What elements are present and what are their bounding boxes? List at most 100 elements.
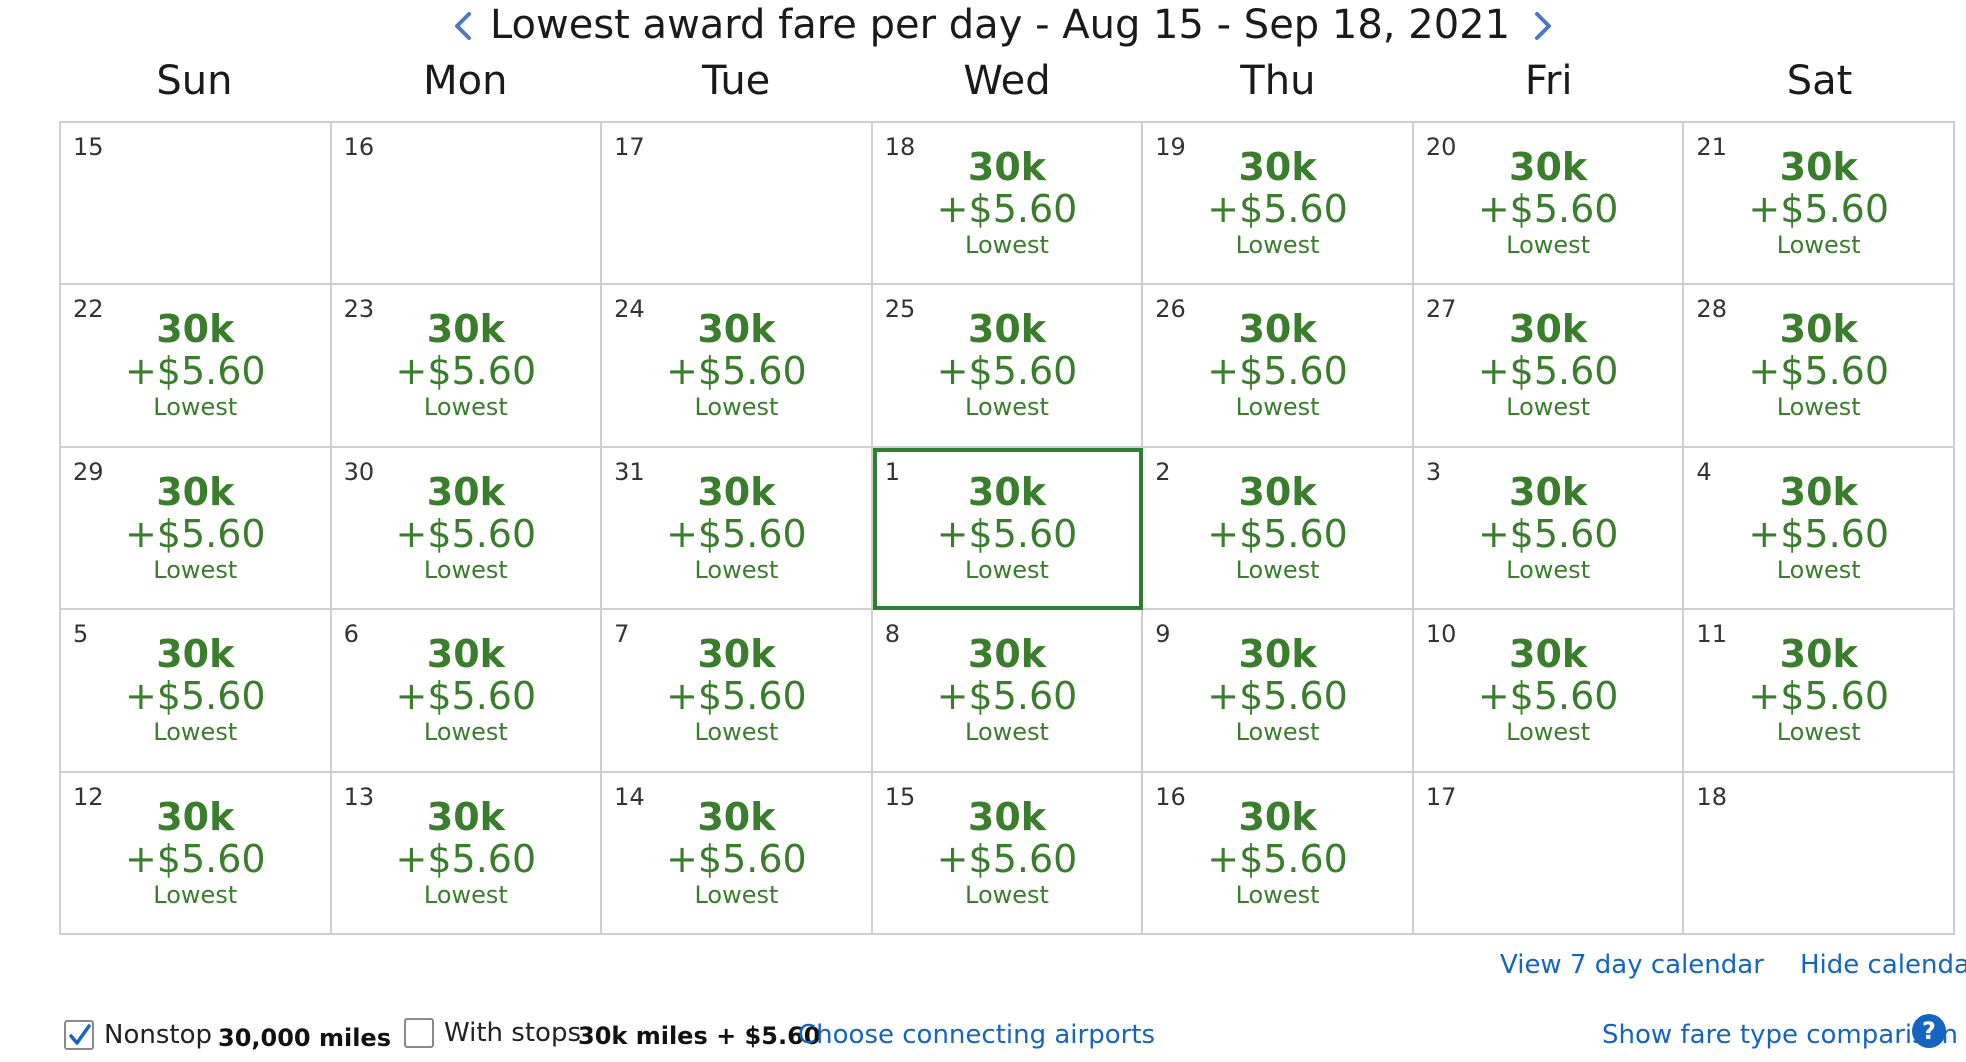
hide-calendar-link[interactable]: Hide calendar: [1800, 950, 1966, 980]
calendar-day-cell[interactable]: 13 30k +$5.60 Lowest: [331, 772, 603, 935]
day-number: 26: [1155, 295, 1186, 324]
calendar-day-cell[interactable]: 16 30k +$5.60 Lowest: [1143, 772, 1414, 935]
fare-taxes: +$5.60: [1748, 511, 1890, 556]
fare-taxes: +$5.60: [1748, 674, 1890, 719]
fare-label: Lowest: [1776, 231, 1861, 259]
calendar-day-cell[interactable]: 30 30k +$5.60 Lowest: [331, 447, 603, 611]
fare-label: Lowest: [965, 880, 1049, 909]
chevron-right-icon[interactable]: [1524, 4, 1564, 48]
calendar-day-cell[interactable]: 9 30k +$5.60 Lowest: [1143, 610, 1414, 773]
fare-label: Lowest: [1235, 880, 1320, 909]
calendar-day-cell[interactable]: 6 30k +$5.60 Lowest: [331, 610, 603, 773]
day-number: 11: [1696, 620, 1727, 649]
fare-info: 30k +$5.60 Lowest: [1684, 145, 1953, 261]
fare-miles: 30k: [1509, 307, 1588, 352]
calendar-day-cell[interactable]: 17: [1413, 772, 1685, 935]
fare-info: 30k +$5.60 Lowest: [873, 470, 1142, 586]
calendar-day-cell[interactable]: 15: [61, 123, 332, 286]
fare-taxes: +$5.60: [1207, 511, 1348, 556]
fare-info: 30k +$5.60 Lowest: [873, 307, 1142, 423]
weekday-label: Mon: [423, 58, 508, 104]
calendar-day-cell[interactable]: 16: [331, 123, 603, 286]
day-number: 30: [343, 457, 375, 486]
calendar-day-cell[interactable]: 14 30k +$5.60 Lowest: [602, 772, 873, 935]
fare-label: Lowest: [153, 555, 238, 584]
fare-label: Lowest: [1506, 555, 1591, 584]
calendar-header: Lowest award fare per day - Aug 15 - Sep…: [0, 0, 1966, 52]
fare-info: 30k +$5.60 Lowest: [1143, 470, 1412, 586]
day-number: 5: [73, 620, 89, 649]
calendar-day-cell[interactable]: 7 30k +$5.60 Lowest: [602, 610, 873, 773]
fare-miles: 30k: [1238, 307, 1317, 352]
calendar-day-cell[interactable]: 19 30k +$5.60 Lowest: [1143, 123, 1414, 286]
fare-miles: 30k: [967, 307, 1047, 352]
calendar-day-cell[interactable]: 11 30k +$5.60 Lowest: [1684, 610, 1955, 773]
question-mark-icon[interactable]: ?: [1912, 1014, 1946, 1048]
calendar-day-cell[interactable]: 31 30k +$5.60 Lowest: [602, 447, 873, 611]
calendar-day-cell[interactable]: 20 30k +$5.60 Lowest: [1413, 123, 1685, 286]
with-stops-checkbox[interactable]: [404, 1018, 434, 1048]
calendar-day-cell[interactable]: 29 30k +$5.60 Lowest: [61, 447, 332, 611]
calendar-day-cell[interactable]: 25 30k +$5.60 Lowest: [872, 285, 1144, 448]
calendar-day-cell[interactable]: 27 30k +$5.60 Lowest: [1413, 285, 1685, 448]
choose-connecting-airports-link[interactable]: Choose connecting airports: [798, 1020, 1156, 1050]
calendar-day-cell[interactable]: 26 30k +$5.60 Lowest: [1143, 285, 1414, 448]
fare-miles: 30k: [1238, 469, 1317, 514]
day-number: 24: [614, 295, 645, 324]
day-number: 7: [614, 620, 630, 649]
fare-taxes: +$5.60: [936, 349, 1078, 394]
fare-label: Lowest: [153, 393, 238, 422]
fare-label: Lowest: [965, 718, 1049, 747]
calendar-day-cell[interactable]: 22 30k +$5.60 Lowest: [61, 285, 332, 448]
calendar-day-cell[interactable]: 10 30k +$5.60 Lowest: [1413, 610, 1685, 773]
chevron-left-icon[interactable]: [442, 4, 482, 48]
calendar-day-cell[interactable]: 5 30k +$5.60 Lowest: [61, 610, 332, 773]
calendar-day-cell[interactable]: 12 30k +$5.60 Lowest: [61, 772, 332, 935]
calendar-day-cell[interactable]: 17: [602, 123, 873, 286]
fare-taxes: +$5.60: [1748, 349, 1890, 394]
fare-info: 30k +$5.60 Lowest: [873, 795, 1142, 911]
with-stops-fare-value: 30k miles + $5.60: [578, 1022, 821, 1050]
fare-label: Lowest: [694, 555, 779, 584]
calendar-day-cell[interactable]: 21 30k +$5.60 Lowest: [1684, 123, 1955, 286]
calendar-day-cell[interactable]: 8 30k +$5.60 Lowest: [872, 610, 1144, 773]
calendar-day-cell[interactable]: 23 30k +$5.60 Lowest: [331, 285, 603, 448]
weekday-label: Tue: [701, 58, 771, 104]
fare-miles: 30k: [697, 632, 776, 677]
calendar-day-cell[interactable]: 18: [1684, 772, 1955, 935]
fare-info: 30k +$5.60 Lowest: [61, 307, 330, 423]
fare-taxes: +$5.60: [936, 511, 1078, 556]
checkmark-icon: [69, 1024, 91, 1045]
calendar-day-cell[interactable]: 15 30k +$5.60 Lowest: [872, 772, 1144, 935]
view-7-day-calendar-link[interactable]: View 7 day calendar: [1500, 950, 1764, 980]
fare-info: 30k +$5.60 Lowest: [1684, 470, 1953, 586]
calendar-day-cell[interactable]: 2 30k +$5.60 Lowest: [1143, 447, 1414, 611]
fare-taxes: +$5.60: [1207, 187, 1348, 231]
fare-miles: 30k: [156, 469, 235, 514]
calendar-day-cell[interactable]: 24 30k +$5.60 Lowest: [602, 285, 873, 448]
calendar-day-cell[interactable]: 18 30k +$5.60 Lowest: [872, 123, 1144, 286]
nonstop-checkbox[interactable]: [64, 1020, 94, 1050]
fare-label: Lowest: [694, 880, 779, 909]
weekday-label: Sat: [1786, 58, 1853, 104]
fare-label: Lowest: [1506, 231, 1591, 259]
fare-miles: 30k: [426, 632, 505, 677]
fare-taxes: +$5.60: [124, 674, 266, 719]
day-number: 22: [73, 295, 104, 324]
day-number: 9: [1155, 620, 1171, 649]
fare-taxes: +$5.60: [936, 836, 1078, 881]
calendar-day-cell[interactable]: 3 30k +$5.60 Lowest: [1413, 447, 1685, 611]
calendar-day-cell[interactable]: 4 30k +$5.60 Lowest: [1684, 447, 1955, 611]
fare-label: Lowest: [694, 393, 779, 422]
show-fare-type-comparison-link[interactable]: Show fare type comparison: [1602, 1020, 1959, 1050]
with-stops-label: With stops: [444, 1018, 581, 1048]
day-number: 14: [614, 782, 645, 811]
calendar-day-cell-selected[interactable]: 1 30k +$5.60 Lowest: [872, 447, 1144, 611]
fare-label: Lowest: [965, 231, 1049, 259]
calendar-day-cell[interactable]: 28 30k +$5.60 Lowest: [1684, 285, 1955, 448]
fare-miles: 30k: [967, 145, 1047, 189]
fare-taxes: +$5.60: [1477, 187, 1619, 231]
fare-miles: 30k: [967, 469, 1047, 514]
fare-miles: 30k: [1238, 794, 1317, 839]
day-number: 27: [1425, 295, 1457, 324]
